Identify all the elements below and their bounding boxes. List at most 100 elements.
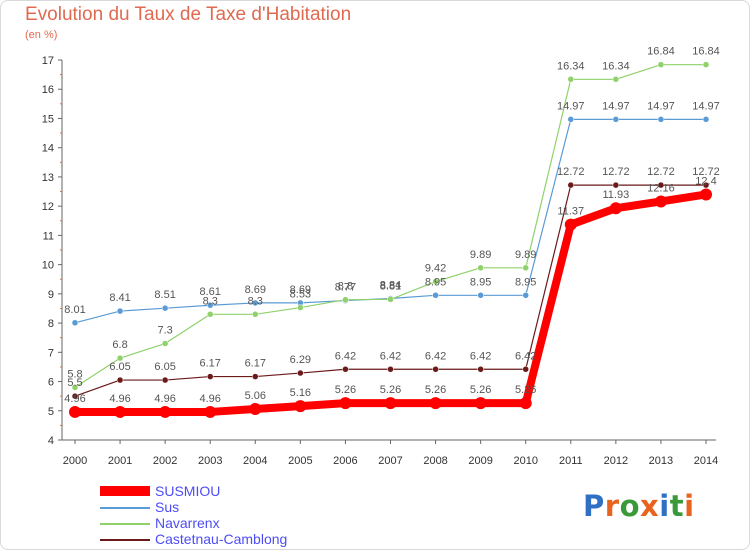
data-label: 16.34 (602, 60, 630, 72)
series-line-navarrenx (74, 64, 706, 388)
data-point (116, 354, 124, 362)
data-point (522, 292, 529, 299)
data-label: 9.89 (515, 249, 536, 261)
data-point (564, 218, 577, 231)
data-point (339, 397, 352, 410)
x-tick-label: 2001 (108, 455, 132, 467)
y-tick-label: 15 (42, 113, 54, 125)
data-point (477, 292, 484, 299)
data-point (654, 195, 667, 208)
data-label: 6.17 (245, 358, 266, 370)
data-label: 4.96 (200, 393, 221, 405)
data-point (342, 296, 349, 303)
data-label: 14.97 (602, 100, 630, 112)
data-label: 8.41 (109, 292, 130, 304)
x-tick-label: 2002 (153, 455, 177, 467)
data-point (71, 319, 79, 327)
data-label: 6.42 (335, 350, 356, 362)
data-label: 8.95 (425, 276, 446, 288)
logo-letter: x (640, 489, 660, 523)
data-point (477, 366, 484, 373)
data-point (161, 304, 169, 312)
data-label: 12.72 (602, 166, 630, 178)
data-label: 9.42 (425, 263, 446, 275)
data-label: 6.17 (200, 358, 221, 370)
data-point (387, 296, 394, 303)
data-label: 12.16 (647, 182, 675, 194)
data-label: 5.26 (515, 384, 536, 396)
data-label: 5.16 (290, 387, 311, 399)
y-tick-label: 13 (42, 172, 54, 184)
logo-letter: t (669, 489, 685, 523)
data-label: 4.96 (64, 393, 85, 405)
data-point (384, 397, 397, 410)
data-point (429, 397, 442, 410)
data-label: 6.05 (154, 361, 175, 373)
data-point (294, 400, 307, 413)
data-point (657, 116, 665, 123)
data-label: 5.26 (335, 384, 356, 396)
data-label: 8.3 (203, 295, 218, 307)
data-label: 5.8 (67, 368, 82, 380)
data-point (342, 366, 349, 373)
x-tick-label: 2007 (378, 455, 402, 467)
data-label: 5.06 (245, 390, 266, 402)
x-tick-label: 2006 (333, 455, 357, 467)
y-tick-label: 7 (48, 347, 54, 359)
data-point (609, 202, 622, 215)
data-point (612, 116, 620, 123)
data-label: 12.72 (692, 166, 720, 178)
data-label: 8.77 (335, 282, 356, 294)
y-tick-label: 12 (42, 201, 54, 213)
legend-label-castetnau-camblong: Castetnau-Camblong (155, 531, 288, 547)
y-tick-label: 4 (48, 435, 54, 447)
y-tick-label: 10 (42, 260, 54, 272)
data-point (522, 366, 529, 373)
logo-letter: P (583, 489, 605, 523)
data-point (657, 61, 665, 68)
data-label: 8.01 (64, 304, 85, 316)
data-label: 12.72 (557, 166, 585, 178)
data-label: 6.29 (290, 354, 311, 366)
data-point (567, 116, 575, 123)
data-point (71, 392, 79, 400)
logo-letter: i (684, 489, 695, 523)
data-label: 14.97 (557, 100, 585, 112)
data-point (116, 307, 124, 315)
data-label: 11.37 (557, 206, 584, 218)
x-tick-label: 2011 (559, 455, 583, 467)
y-tick-label: 9 (48, 289, 54, 301)
data-point (702, 116, 710, 123)
data-point (206, 311, 214, 318)
y-tick-label: 5 (48, 406, 54, 418)
x-tick-label: 2013 (649, 455, 673, 467)
data-point (159, 405, 172, 418)
data-label: 11.93 (602, 189, 629, 201)
data-point (206, 301, 214, 309)
data-label: 6.42 (425, 350, 446, 362)
proxiti-logo: Proxiti (583, 489, 695, 523)
data-label: 9.89 (470, 249, 491, 261)
data-label: 6.05 (109, 361, 130, 373)
y-tick-label: 6 (48, 377, 54, 389)
y-tick-label: 17 (42, 55, 54, 67)
y-unit-label: (en %) (25, 29, 58, 41)
legend-label-sus: Sus (155, 499, 180, 515)
legend-label-susmiou: SUSMIOU (155, 483, 221, 499)
data-label: 8.81 (380, 280, 401, 292)
data-label: 8.53 (290, 289, 311, 301)
data-label: 16.84 (647, 46, 675, 58)
data-point (252, 299, 259, 307)
data-label: 5.26 (380, 384, 401, 396)
data-label: 14.97 (692, 100, 720, 112)
data-point (116, 376, 124, 384)
data-point (297, 304, 304, 311)
data-point (432, 292, 439, 299)
data-label: 8.3 (248, 295, 263, 307)
data-label: 5.26 (425, 384, 446, 396)
data-point (297, 369, 304, 377)
data-label: 6.42 (470, 350, 491, 362)
data-label: 5.26 (470, 384, 491, 396)
data-point (249, 403, 262, 416)
